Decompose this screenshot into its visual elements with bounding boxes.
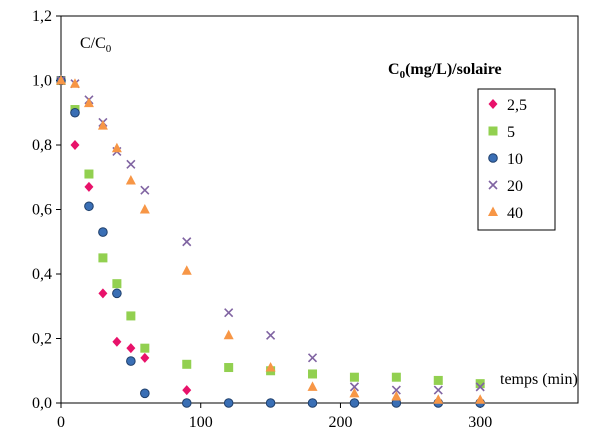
data-point xyxy=(56,75,66,85)
data-point xyxy=(126,311,136,321)
data-point xyxy=(126,343,136,354)
data-point xyxy=(98,227,108,237)
legend: 2,5 5 10 20 40 xyxy=(477,88,556,231)
data-point xyxy=(140,185,150,195)
data-point xyxy=(475,382,485,392)
y-tick-label: 1,0 xyxy=(32,73,52,90)
x-tick-label: 100 xyxy=(189,414,213,431)
data-point xyxy=(112,288,122,299)
legend-marker xyxy=(488,126,498,136)
data-point xyxy=(224,308,234,318)
data-point xyxy=(98,288,108,299)
data-point xyxy=(111,142,122,153)
data-point xyxy=(140,343,150,353)
data-point xyxy=(182,385,192,396)
legend-entry-label: 2,5 xyxy=(507,97,527,114)
legend-title-rest: (mg/L)/solaire xyxy=(405,61,502,78)
legend-marker xyxy=(488,99,498,109)
data-markers xyxy=(56,75,486,408)
x-tick-label: 200 xyxy=(328,414,352,431)
y-tick-label: 1,2 xyxy=(32,8,52,25)
data-point xyxy=(349,387,360,398)
legend-marker xyxy=(488,180,498,190)
x-axis: 0 100 200 300 xyxy=(57,403,492,431)
data-point xyxy=(125,174,136,185)
x-tick-label: 300 xyxy=(468,414,492,431)
data-point xyxy=(391,385,401,395)
data-point xyxy=(70,140,80,150)
legend-title-main: C xyxy=(388,61,400,78)
y-tick-label: 0,8 xyxy=(32,137,52,154)
legend-entry-label: 10 xyxy=(507,151,523,168)
data-point xyxy=(308,369,318,379)
y-axis-label-sub: 0 xyxy=(106,43,112,55)
y-axis-label: C/C0 xyxy=(80,35,112,55)
legend-marker xyxy=(488,153,498,163)
data-point xyxy=(265,362,276,372)
y-tick-label: 0,6 xyxy=(32,202,52,219)
data-point xyxy=(69,78,80,88)
data-point xyxy=(307,398,318,408)
data-point xyxy=(475,379,485,389)
data-point xyxy=(97,120,108,130)
data-point xyxy=(140,352,150,363)
data-point xyxy=(475,394,486,404)
data-point xyxy=(223,398,234,408)
legend-entry-label: 5 xyxy=(507,124,515,141)
y-axis-label-main: C/C xyxy=(80,35,106,52)
data-point xyxy=(126,356,136,366)
data-point xyxy=(349,382,359,392)
x-tick-label: 0 xyxy=(57,414,65,431)
data-point xyxy=(223,329,234,340)
data-point xyxy=(433,394,444,404)
data-point xyxy=(112,279,122,289)
data-point xyxy=(391,391,402,401)
data-point xyxy=(70,107,80,118)
data-point xyxy=(84,169,94,179)
data-point xyxy=(84,201,94,212)
data-point xyxy=(266,330,276,340)
data-point xyxy=(391,372,401,382)
data-point xyxy=(181,398,192,408)
data-point xyxy=(139,204,150,214)
legend-entry-label: 20 xyxy=(507,178,523,195)
y-tick-label: 0,0 xyxy=(32,395,52,412)
legend-marker xyxy=(488,206,498,216)
series-triangle xyxy=(56,75,486,404)
data-point xyxy=(140,388,150,399)
data-point xyxy=(181,265,192,275)
legend-title: C0(mg/L)/solaire xyxy=(388,61,502,81)
data-point xyxy=(349,398,360,408)
data-point xyxy=(98,253,108,263)
data-point xyxy=(433,375,443,385)
x-axis-label: temps (min) xyxy=(500,371,578,388)
data-point xyxy=(349,372,359,382)
data-point xyxy=(182,359,192,369)
data-point xyxy=(307,381,318,391)
legend-title-sub: 0 xyxy=(400,69,406,81)
data-point xyxy=(265,398,276,408)
data-point xyxy=(307,353,318,363)
data-point xyxy=(224,363,234,373)
y-axis: 0,0 0,2 0,4 0,6 0,8 1,0 1,2 xyxy=(32,8,61,412)
data-point xyxy=(433,385,443,395)
legend-entry-label: 40 xyxy=(507,205,523,222)
data-point xyxy=(84,181,94,192)
data-point xyxy=(182,237,192,247)
y-tick-label: 0,4 xyxy=(32,266,52,283)
data-point xyxy=(83,97,94,108)
data-point xyxy=(112,336,122,347)
y-tick-label: 0,2 xyxy=(32,331,52,348)
data-point xyxy=(126,159,136,169)
